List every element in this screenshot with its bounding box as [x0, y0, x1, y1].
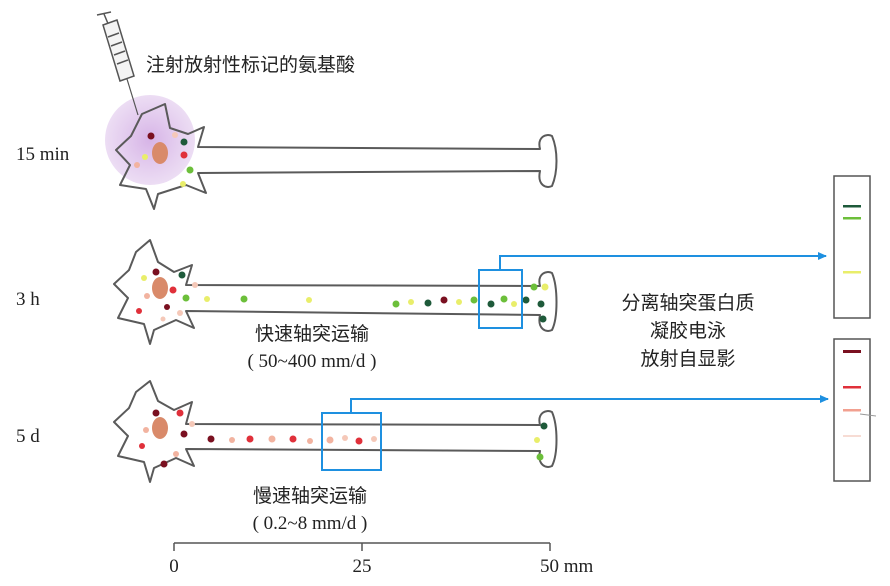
analysis-step-2: 凝胶电泳 — [649, 320, 726, 342]
slow-transport-label: 慢速轴突运输 — [252, 485, 367, 507]
analysis-step-1: 分离轴突蛋白质 — [621, 292, 755, 314]
fast-transport-label: 快速轴突运输 — [254, 323, 369, 345]
gel-strip-fast — [833, 175, 871, 319]
scale-tick-25: 25 — [352, 556, 372, 577]
time-label-5d: 5 d — [16, 426, 40, 447]
nucleus — [152, 417, 168, 439]
injection-label: 注射放射性标记的氨基酸 — [146, 54, 356, 76]
scale-axis — [173, 542, 551, 551]
slow-arrow — [350, 395, 829, 413]
nucleus — [152, 142, 168, 164]
time-label-15min: 15 min — [16, 144, 70, 165]
slow-transport-rate: ( 0.2~8 mm/d ) — [252, 513, 368, 534]
nucleus — [152, 277, 168, 299]
neuron-5d — [113, 380, 558, 483]
protein-dots-3h — [136, 268, 549, 323]
scale-tick-50: 50 mm — [540, 556, 594, 577]
syringe-icon — [96, 11, 139, 116]
fast-transport-rate: ( 50~400 mm/d ) — [247, 351, 377, 372]
protein-dots-5d — [139, 409, 548, 468]
scale-tick-0: 0 — [169, 556, 179, 577]
neuron-3h — [113, 239, 558, 345]
analysis-step-3: 放射自显影 — [640, 348, 736, 370]
fast-arrow — [499, 252, 827, 270]
time-label-3h: 3 h — [16, 289, 40, 310]
neuron-15min — [115, 103, 558, 210]
protein-dots-15min — [134, 132, 194, 187]
gel-strip-slow — [833, 338, 877, 482]
